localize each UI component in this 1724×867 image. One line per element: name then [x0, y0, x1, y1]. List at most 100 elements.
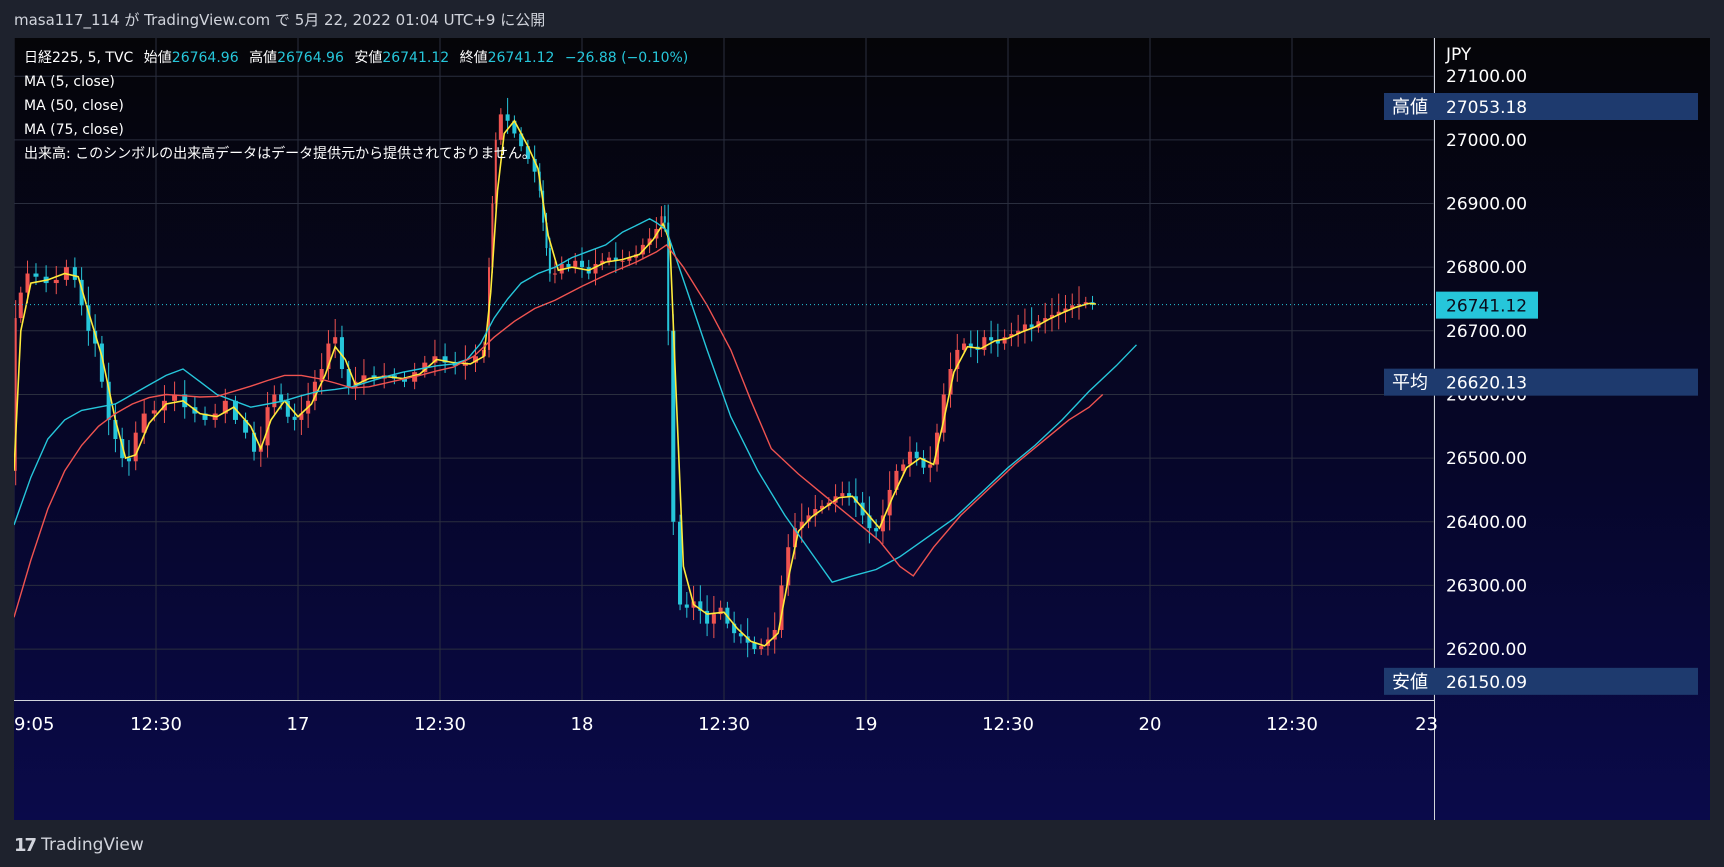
- candle-body: [792, 528, 798, 548]
- ma75-legend[interactable]: MA (75, close): [24, 122, 124, 138]
- y-tick-label: 26300.00: [1446, 576, 1527, 596]
- candle-body: [33, 273, 39, 277]
- marker-value: 27053.18: [1446, 98, 1527, 118]
- candle-body: [840, 493, 845, 497]
- candle-body: [172, 394, 178, 401]
- x-tick-label: 12:30: [982, 714, 1034, 735]
- candle-body: [126, 458, 131, 462]
- low-value: 26741.12: [382, 50, 450, 66]
- marker-box: [1384, 92, 1698, 120]
- open-value: 26764.96: [171, 50, 239, 66]
- candle-body: [292, 416, 297, 420]
- candle-body: [25, 273, 30, 293]
- x-tick-label: 20: [1139, 714, 1162, 735]
- candle-body: [1029, 324, 1034, 328]
- candle-body: [93, 330, 98, 344]
- candle-body: [711, 614, 716, 624]
- brand-name: TradingView: [41, 835, 144, 855]
- candle-body: [566, 263, 571, 268]
- candle-body: [667, 222, 670, 331]
- candle-body: [579, 260, 585, 268]
- candle-body: [18, 292, 23, 319]
- candle-body: [505, 114, 510, 121]
- candle-body: [99, 343, 104, 382]
- x-tick-label: 12:30: [130, 714, 182, 735]
- candle-body: [759, 645, 764, 650]
- ma50-legend[interactable]: MA (50, close): [24, 98, 124, 114]
- candle-body: [880, 515, 885, 532]
- candle-body: [799, 521, 804, 529]
- candle-body: [272, 394, 277, 408]
- candle-body: [525, 146, 530, 159]
- y-tick-label: 26400.00: [1446, 513, 1527, 533]
- candle-body: [786, 547, 791, 586]
- candle-body: [545, 222, 548, 249]
- ma-series-line-2: [14, 218, 1138, 584]
- candle-body: [779, 585, 784, 630]
- candle-body: [1043, 318, 1048, 322]
- ma5-legend[interactable]: MA (5, close): [24, 74, 115, 90]
- candle-body: [552, 273, 557, 275]
- low-label: 安値: [354, 50, 383, 66]
- candle-body: [14, 318, 17, 471]
- candle-body: [1009, 333, 1014, 338]
- candle-body: [647, 238, 652, 245]
- ohlc-row: 日経225, 5, TVC 始値26764.96 高値26764.96 安値26…: [24, 46, 688, 70]
- candle-body: [948, 369, 953, 395]
- candle-body: [53, 279, 59, 284]
- candle-body: [494, 139, 497, 204]
- candle-body: [982, 337, 987, 350]
- candle-body: [738, 633, 743, 637]
- candle-body: [1002, 337, 1007, 344]
- candle-body: [346, 369, 351, 389]
- candle-body: [772, 629, 777, 640]
- candle-body: [607, 257, 612, 261]
- x-tick-label: 9:05: [14, 714, 54, 735]
- high-value: 26764.96: [277, 50, 344, 66]
- candle-body: [847, 493, 852, 497]
- candle-body: [279, 394, 284, 401]
- x-tick-label: 12:30: [1266, 714, 1318, 735]
- candle-body: [745, 636, 750, 643]
- x-tick-label: 17: [287, 714, 310, 735]
- candle-body: [473, 356, 478, 363]
- candle-body: [914, 451, 919, 459]
- x-tick-label: 18: [571, 714, 594, 735]
- publish-header: masa117_114 が TradingView.com で 5月 22, 2…: [0, 0, 1724, 38]
- publish-line: masa117_114 が TradingView.com で 5月 22, 2…: [14, 11, 546, 29]
- candle-body: [312, 381, 317, 401]
- marker-box: [1384, 667, 1698, 695]
- x-tick-label: 23: [1415, 714, 1438, 735]
- candle-body: [452, 362, 458, 366]
- marker-value: 26150.09: [1446, 673, 1527, 693]
- candle-body: [222, 400, 228, 414]
- candle-body: [532, 158, 537, 172]
- candle-body: [593, 263, 598, 274]
- candle-body: [151, 410, 157, 414]
- candle-body: [202, 413, 208, 420]
- candle-body: [1063, 308, 1068, 312]
- candle-body: [361, 375, 367, 382]
- x-tick-label: 19: [855, 714, 878, 735]
- candle-body: [806, 515, 811, 522]
- candle-body: [698, 601, 703, 611]
- last-price-box: [1436, 291, 1538, 319]
- tradingview-logo-icon: 17: [14, 834, 37, 856]
- candle-body: [941, 394, 946, 433]
- volume-note: 出来高: このシンボルの出来高データはデータ提供元から提供されておりません。: [24, 146, 536, 162]
- marker-label: 高値: [1392, 97, 1428, 118]
- candle-body: [120, 439, 125, 459]
- candle-body: [820, 505, 825, 510]
- currency-label: JPY: [1445, 45, 1472, 65]
- y-tick-label: 26800.00: [1446, 258, 1527, 278]
- candle-body: [620, 260, 625, 262]
- candle-body: [333, 337, 338, 344]
- chart-area[interactable]: JPY 27100.00 27000.00 26900.00 26800.00 26700…: [14, 38, 1710, 820]
- candle-body: [989, 337, 994, 341]
- candle-body: [955, 349, 960, 369]
- candle-body: [442, 356, 448, 363]
- x-tick-label: 12:30: [698, 714, 750, 735]
- ma-series-line-3: [14, 243, 1104, 618]
- candle-body: [732, 623, 737, 634]
